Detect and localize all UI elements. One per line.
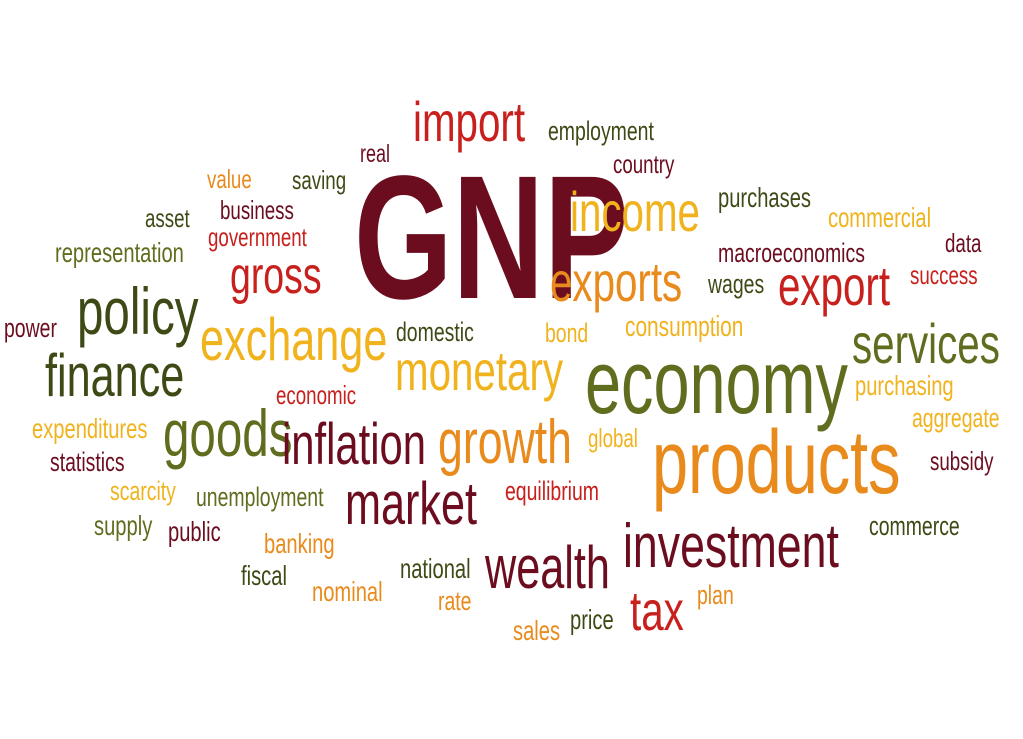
word-government: government [208, 222, 307, 252]
word-fiscal: fiscal [241, 560, 287, 591]
word-real: real [360, 140, 391, 168]
word-finance: finance [45, 342, 185, 409]
word-domestic: domestic [396, 317, 474, 347]
word-success: success [910, 260, 978, 290]
word-inflation: inflation [282, 412, 426, 477]
word-price: price [570, 604, 614, 635]
word-economic: economic [276, 380, 357, 410]
word-data: data [945, 228, 982, 258]
word-national: national [400, 553, 471, 584]
word-import: import [413, 90, 526, 153]
word-equilibrium: equilibrium [505, 476, 600, 506]
word-services: services [852, 312, 1000, 375]
word-supply: supply [94, 510, 153, 541]
word-value: value [207, 164, 252, 194]
word-wages: wages [708, 269, 765, 299]
word-purchases: purchases [718, 182, 812, 213]
word-income: income [570, 180, 700, 243]
word-subsidy: subsidy [930, 446, 994, 476]
word-banking: banking [264, 528, 335, 559]
word-market: market [345, 470, 478, 537]
word-asset: asset [145, 203, 190, 233]
word-statistics: statistics [50, 447, 125, 477]
word-scarcity: scarcity [110, 476, 176, 506]
word-rate: rate [438, 586, 472, 616]
word-plan: plan [697, 580, 734, 610]
word-global: global [588, 423, 638, 453]
word-bond: bond [545, 318, 589, 348]
word-consumption: consumption [625, 311, 744, 343]
word-tax: tax [630, 579, 684, 642]
word-gross: gross [230, 247, 322, 305]
word-investment: investment [623, 512, 839, 581]
word-policy: policy [77, 274, 199, 348]
word-purchasing: purchasing [855, 370, 954, 401]
word-gnp: GNP [354, 140, 629, 336]
word-economy: economy [585, 333, 848, 433]
word-aggregate: aggregate [912, 403, 1000, 433]
word-exports: exports [550, 250, 683, 313]
word-employment: employment [548, 116, 654, 146]
word-unemployment: unemployment [196, 482, 324, 512]
word-commerce: commerce [869, 511, 960, 541]
word-business: business [220, 195, 294, 225]
word-power: power [4, 313, 57, 343]
word-macroeconomics: macroeconomics [718, 238, 865, 268]
word-monetary: monetary [395, 339, 564, 402]
word-public: public [168, 516, 221, 547]
word-saving: saving [292, 165, 347, 195]
word-country: country [613, 149, 675, 179]
word-growth: growth [438, 408, 572, 477]
word-exchange: exchange [200, 306, 388, 373]
word-wealth: wealth [485, 534, 610, 601]
word-sales: sales [513, 615, 561, 646]
word-products: products [652, 413, 901, 513]
word-representation: representation [55, 237, 184, 268]
word-commercial: commercial [828, 202, 932, 233]
word-nominal: nominal [312, 576, 383, 607]
word-export: export [778, 254, 891, 317]
word-expenditures: expenditures [32, 413, 148, 444]
word-goods: goods [163, 396, 293, 470]
